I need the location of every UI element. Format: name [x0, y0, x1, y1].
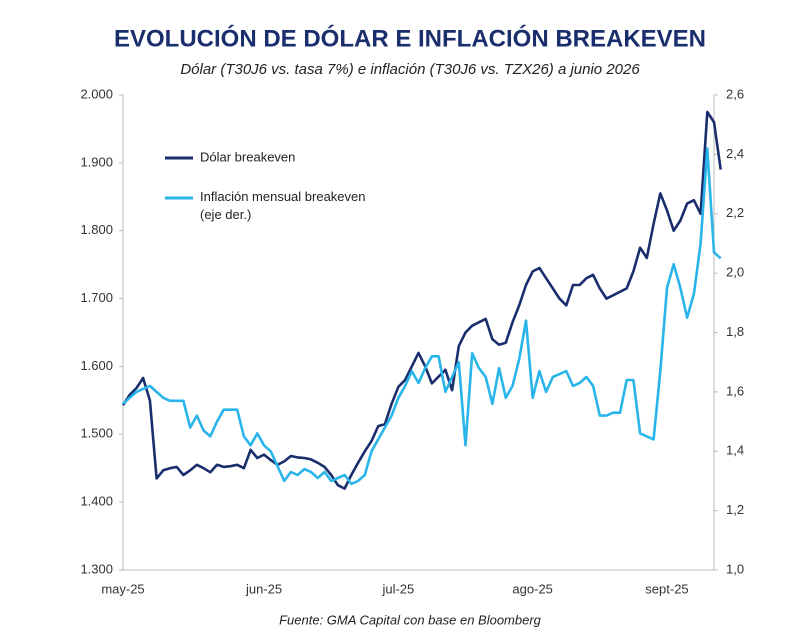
- y-tick-label: 1.300: [80, 561, 113, 576]
- y2-tick-label: 1,0: [726, 561, 744, 576]
- legend-label-line: Inflación mensual breakeven: [200, 189, 366, 204]
- series-line: [122, 147, 722, 486]
- y2-tick-label: 1,2: [726, 502, 744, 517]
- y-tick-label: 1.600: [80, 358, 113, 373]
- chart-title: EVOLUCIÓN DE DÓLAR E INFLACIÓN BREAKEVEN: [114, 24, 706, 52]
- y2-tick-label: 2,6: [726, 86, 744, 101]
- y-tick-label: 1.400: [80, 494, 113, 509]
- y2-tick-label: 2,4: [726, 146, 744, 161]
- x-tick-label: may-25: [101, 581, 144, 596]
- chart-subtitle: Dólar (T30J6 vs. tasa 7%) e inflación (T…: [180, 61, 640, 78]
- source-note: Fuente: GMA Capital con base en Bloomber…: [279, 612, 542, 627]
- y2-tick-label: 1,8: [726, 324, 744, 339]
- y-tick-label: 1.900: [80, 154, 113, 169]
- y2-tick-label: 2,2: [726, 205, 744, 220]
- x-tick-label: jul-25: [381, 581, 414, 596]
- y-tick-label: 1.500: [80, 426, 113, 441]
- y-tick-label: 1.700: [80, 290, 113, 305]
- legend-label-line: (eje der.): [200, 207, 251, 222]
- legend-label: Inflación mensual breakeven (eje der.): [200, 189, 366, 222]
- y2-tick-label: 1,6: [726, 383, 744, 398]
- x-tick-label: sept-25: [645, 581, 688, 596]
- legend-label: Dólar breakeven: [200, 149, 295, 164]
- x-tick-label: ago-25: [512, 581, 552, 596]
- x-tick-label: jun-25: [245, 581, 282, 596]
- y2-tick-label: 2,0: [726, 265, 744, 280]
- y2-tick-label: 1,4: [726, 443, 744, 458]
- series-line: [121, 110, 722, 490]
- y-tick-label: 1.800: [80, 222, 113, 237]
- y-tick-label: 2.000: [80, 86, 113, 101]
